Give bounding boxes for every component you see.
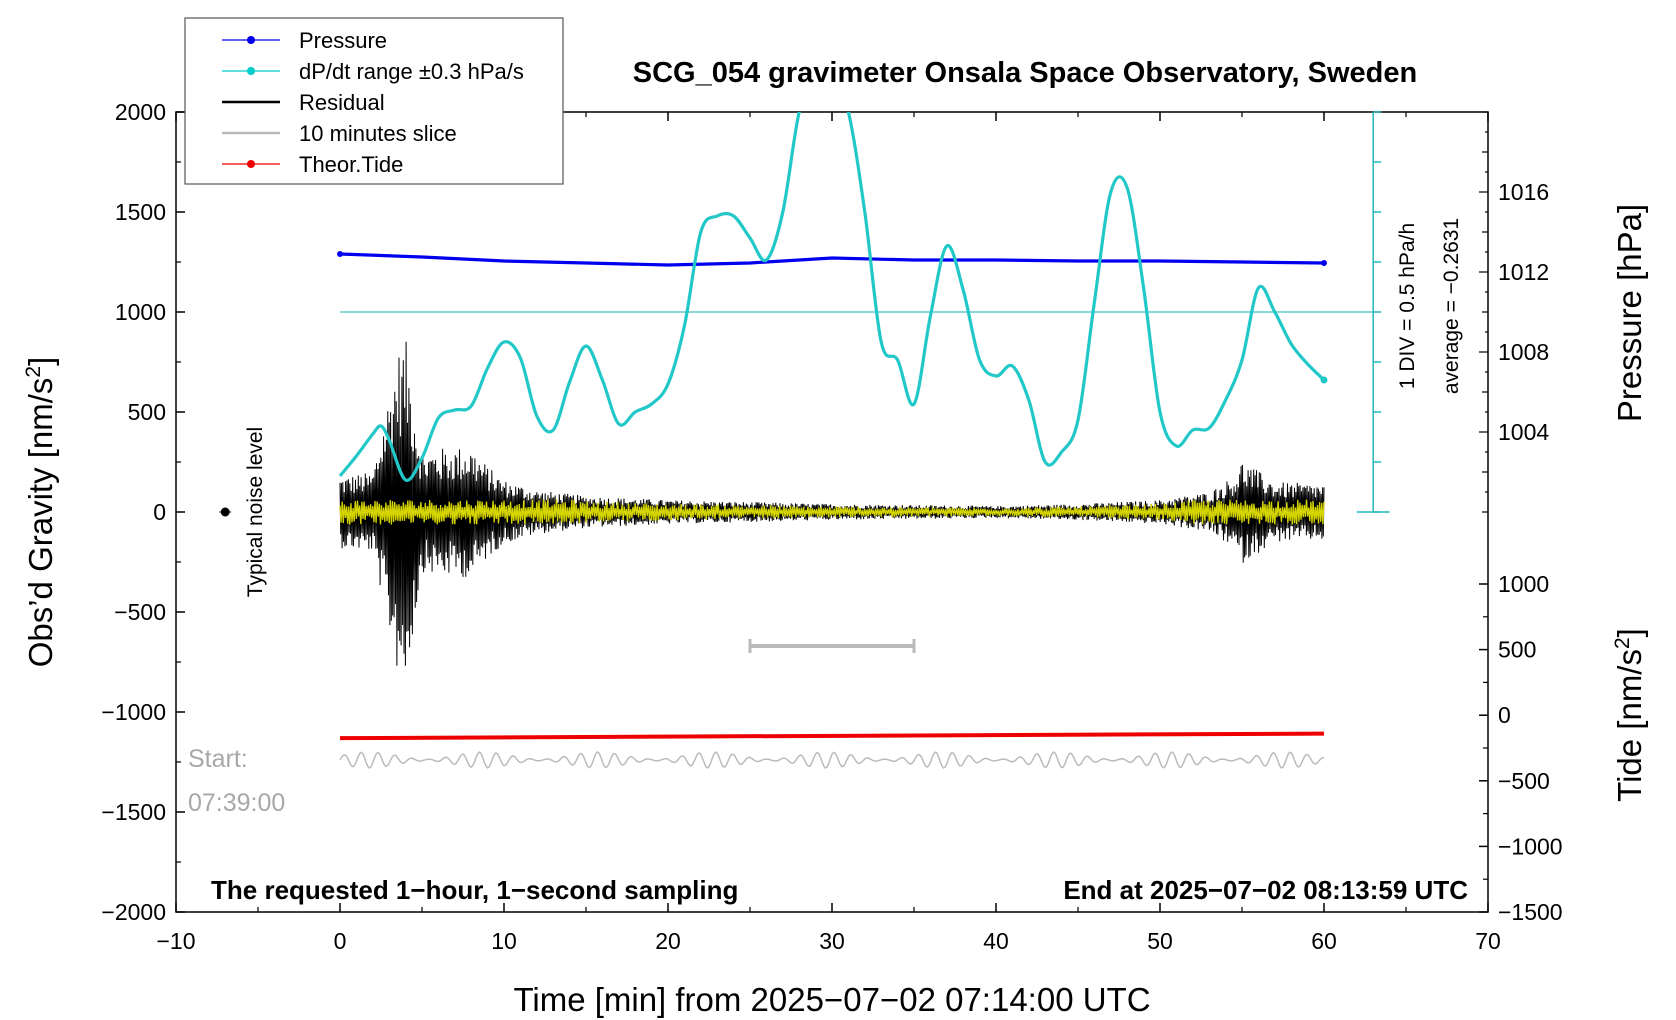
y-tick-label: −500 [114,599,166,625]
y-tick-label: 0 [153,499,166,525]
y-tick-label: 1000 [115,299,166,325]
pressure-point [1321,260,1327,266]
y-tick-label: 1500 [115,199,166,225]
x-tick-label: 60 [1311,928,1337,954]
data-series [337,112,1374,769]
pressure-line [339,252,1325,267]
y-tick-label: −2000 [101,899,166,925]
y-axis-label: Obs’d Gravity [nm/s2] [22,357,59,668]
legend-label: Residual [299,90,385,115]
footer-right-annotation: End at 2025−07−02 08:13:59 UTC [1063,875,1468,905]
y-tick-label: −1000 [101,699,166,725]
legend-marker [247,36,255,44]
noise-marker [220,507,230,517]
overlay-marks [219,111,1390,653]
x-axis-label: Time [min] from 2025−07−02 07:14:00 UTC [513,981,1150,1018]
x-tick-label: 30 [819,928,845,954]
y-tick-label: 2000 [115,99,166,125]
legend: Pressure dP/dt range ±0.3 hPa/s Residual 10… [184,17,564,185]
noise-level-label: Typical noise level [244,427,267,597]
dpdt-end-marker [1320,376,1328,384]
x-tick-label: 40 [983,928,1009,954]
y-tick-label: 500 [128,399,166,425]
tide-axis-label: Tide [nm/s2] [1611,628,1648,802]
tide-tick-label: 0 [1498,702,1511,728]
slice-line [339,751,1325,769]
tide-tick-label: −1500 [1498,899,1563,925]
pressure-axis-label: Pressure [hPa] [1611,204,1648,422]
x-tick-label: 20 [655,928,681,954]
tide-tick-label: −1000 [1498,833,1563,859]
x-tick-label: 10 [491,928,517,954]
legend-label: Pressure [299,28,387,53]
tide-tick-label: 1000 [1498,571,1549,597]
pressure-tick-label: 1004 [1498,419,1549,445]
tide-tick-label: 500 [1498,637,1536,663]
legend-marker [247,67,255,75]
x-tick-label: −10 [156,928,195,954]
axes: −10 0 10 20 30 40 50 60 70 2000 1500 1000 500 0 −500 −1… [101,99,1562,954]
dpdt-line [338,112,1326,482]
pressure-point [337,251,343,257]
legend-label: dP/dt range ±0.3 hPa/s [299,59,524,84]
tide-tick-label: −500 [1498,768,1550,794]
x-tick-label: 70 [1475,928,1501,954]
x-tick-label: 50 [1147,928,1173,954]
legend-marker [247,160,255,168]
chart-title: SCG_054 gravimeter Onsala Space Observat… [633,57,1417,89]
dpdt-average-label: average = −0.2631 [1440,218,1463,394]
footer-left-annotation: The requested 1−hour, 1−second sampling [211,875,738,905]
tide-line [339,731,1325,741]
pressure-tick-label: 1016 [1498,179,1549,205]
start-time-label: 07:39:00 [188,789,285,817]
dpdt-div-label: 1 DIV = 0.5 hPa/h [1396,223,1419,389]
y-tick-label: −1500 [101,799,166,825]
x-tick-label: 0 [334,928,347,954]
legend-label: 10 minutes slice [299,121,457,146]
residual-filtered-line [339,499,1325,525]
pressure-tick-label: 1012 [1498,259,1549,285]
pressure-tick-label: 1008 [1498,339,1549,365]
legend-label: Theor.Tide [299,152,403,177]
start-label: Start: [188,745,248,773]
